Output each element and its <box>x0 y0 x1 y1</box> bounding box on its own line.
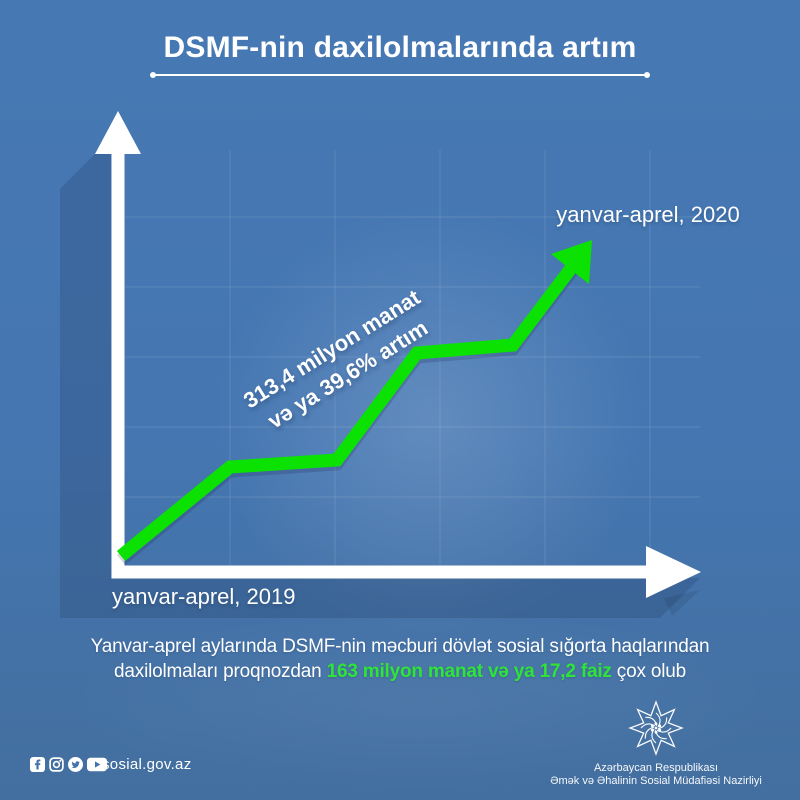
twitter-icon <box>68 756 83 772</box>
y-axis <box>95 111 141 578</box>
page-title: DSMF-nin daxilolmalarında artım <box>163 31 637 64</box>
summary-highlight: 163 milyon manat və ya 17,2 faiz <box>326 661 612 682</box>
ministry-emblem-icon <box>628 700 684 756</box>
x-arrowhead-shadow <box>664 590 700 616</box>
ministry-name-line2: Əmək və Əhalinin Sosial Müdafiəsi Nazirl… <box>550 775 762 787</box>
summary-text: Yanvar-aprel aylarında DSMF-nin məcburi … <box>0 634 800 684</box>
facebook-icon <box>30 756 45 772</box>
summary-line1: Yanvar-aprel aylarında DSMF-nin məcburi … <box>90 636 710 657</box>
y-axis-shadow <box>60 153 111 578</box>
grid <box>125 150 700 565</box>
label-period-2019: yanvar-aprel, 2019 <box>112 584 296 609</box>
instagram-icon <box>49 756 64 772</box>
title-underline <box>150 72 650 78</box>
youtube-icon <box>87 757 107 771</box>
label-period-2020: yanvar-aprel, 2020 <box>556 202 740 227</box>
growth-arrowhead <box>551 240 592 284</box>
ministry-name-line1: Azərbaycan Respublikası <box>593 762 719 774</box>
summary-line2: daxilolmaları proqnozdan 163 milyon mana… <box>0 659 800 684</box>
summary-line2-prefix: daxilolmaları proqnozdan <box>114 661 327 682</box>
x-axis-shadow <box>60 578 700 618</box>
growth-line <box>116 259 581 562</box>
underline-dot-right <box>644 72 650 78</box>
x-axis <box>111 546 701 598</box>
website-url: sosial.gov.az <box>102 756 192 773</box>
ministry-block: Azərbaycan Respublikası Əmək və Əhalinin… <box>516 700 796 788</box>
growth-line-shadow <box>116 263 581 566</box>
underline-dot-left <box>150 72 156 78</box>
summary-line2-suffix: çox olub <box>611 661 686 682</box>
social-icons <box>30 755 107 773</box>
